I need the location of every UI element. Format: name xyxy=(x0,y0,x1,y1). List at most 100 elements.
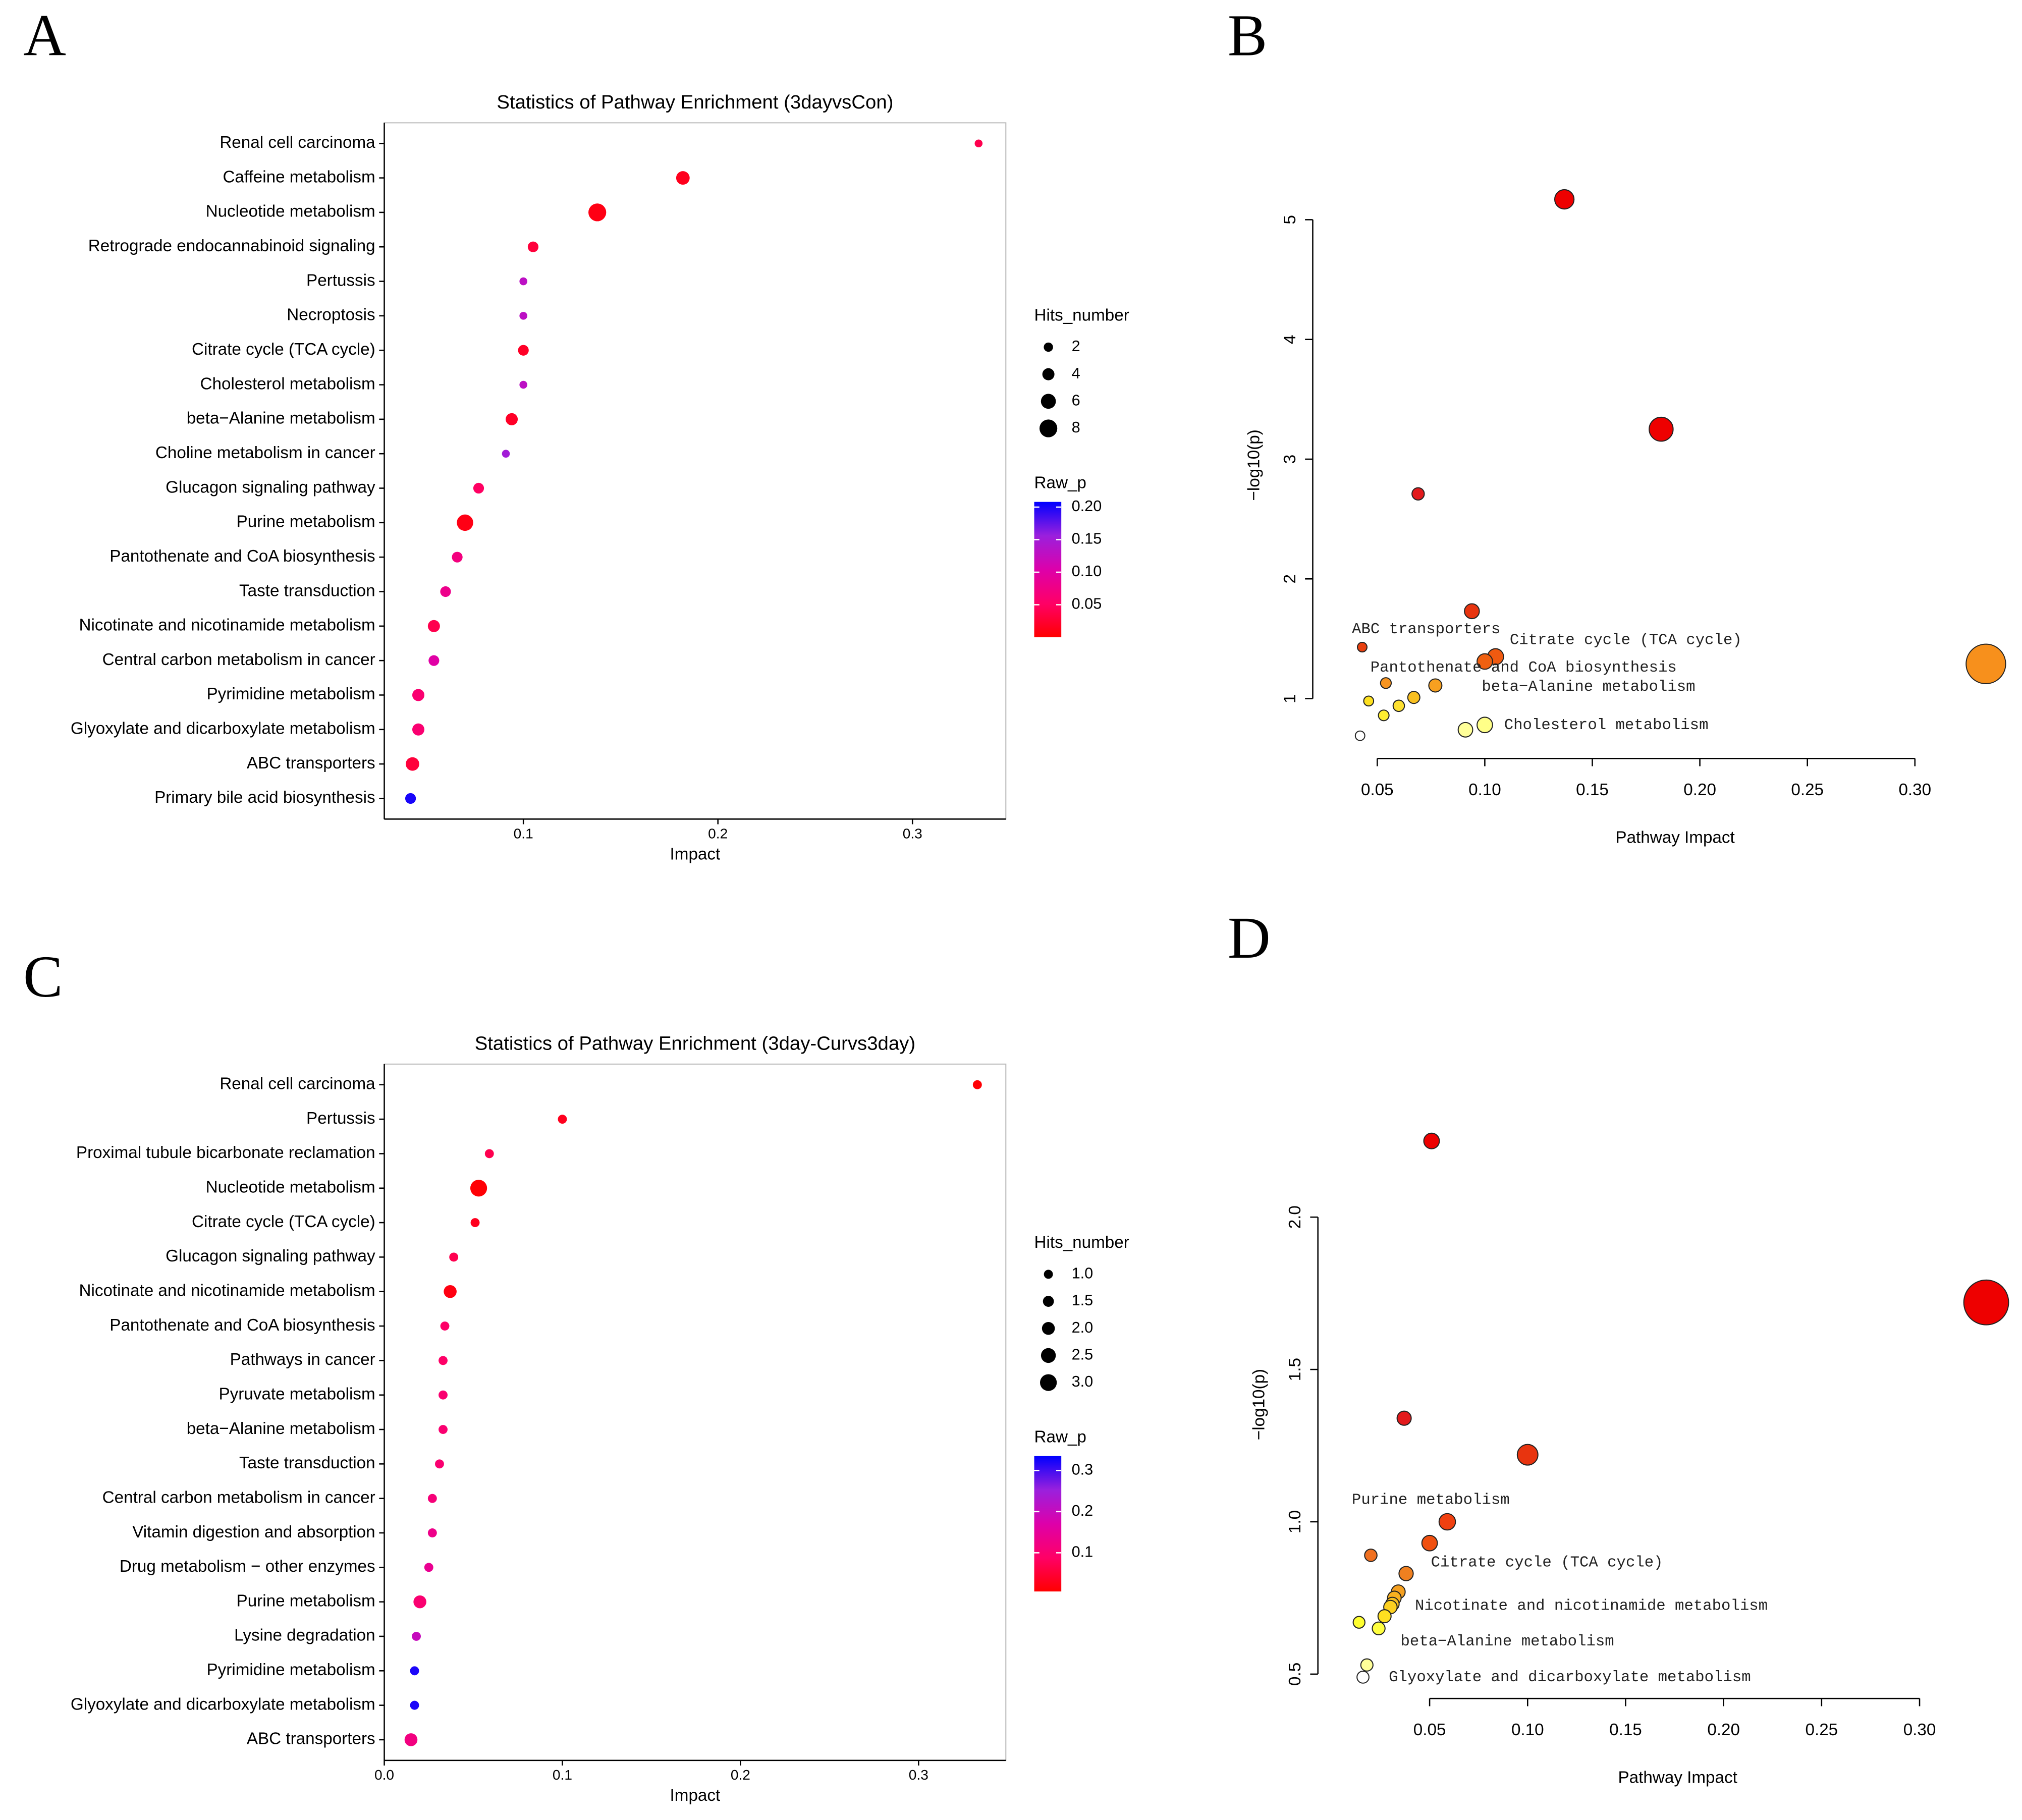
x-axis-label: Pathway Impact xyxy=(1618,1768,1737,1787)
point xyxy=(1464,603,1480,620)
x-tick-label: 0.10 xyxy=(1468,781,1501,799)
point xyxy=(1963,1279,2009,1326)
panel-letter: D xyxy=(1228,905,1271,971)
category-label: Pantothenate and CoA biosynthesis xyxy=(110,547,375,566)
category-label: ABC transporters xyxy=(247,754,375,773)
category-label: Taste transduction xyxy=(239,581,375,600)
category-label: Pyruvate metabolism xyxy=(218,1385,375,1403)
dot xyxy=(449,1252,459,1262)
point-label: ABC transporters xyxy=(1352,621,1500,638)
y-tick-label: 5 xyxy=(1281,215,1299,224)
size-legend-dot xyxy=(1043,1296,1054,1307)
y-tick-label: 0.5 xyxy=(1286,1663,1304,1686)
size-legend-label: 4 xyxy=(1072,365,1080,382)
category-label: ABC transporters xyxy=(247,1730,375,1748)
category-label: Taste transduction xyxy=(239,1454,375,1472)
size-legend-label: 3.0 xyxy=(1072,1373,1094,1390)
category-label: Pyrimidine metabolism xyxy=(207,1661,375,1679)
dot xyxy=(412,1632,421,1641)
category-label: Pathways in cancer xyxy=(230,1350,375,1369)
size-legend-dot xyxy=(1040,1374,1057,1391)
point xyxy=(1554,189,1575,210)
dot xyxy=(440,1321,450,1331)
point-label: Citrate cycle (TCA cycle) xyxy=(1431,1554,1663,1572)
size-legend-dot xyxy=(1044,342,1053,352)
category-label: Glyoxylate and dicarboxylate metabolism xyxy=(71,720,375,738)
point xyxy=(1354,730,1365,741)
size-legend-dot xyxy=(1039,419,1058,437)
size-legend-label: 1.5 xyxy=(1072,1292,1094,1309)
y-axis-label: −log10(p) xyxy=(1249,1369,1268,1440)
point-label: Pantothenate and CoA biosynthesis xyxy=(1371,659,1677,677)
point xyxy=(1360,1658,1374,1672)
point xyxy=(1356,1671,1370,1684)
x-tick-label: 0.15 xyxy=(1576,781,1609,799)
y-tick-label: 3 xyxy=(1281,455,1299,464)
point xyxy=(1965,643,2006,684)
category-label: Necroptosis xyxy=(287,306,375,324)
dot xyxy=(439,1425,448,1434)
point xyxy=(1477,653,1493,670)
point-label: Purine metabolism xyxy=(1352,1492,1510,1509)
point xyxy=(1649,416,1674,442)
colorbar-label: 0.2 xyxy=(1072,1502,1094,1519)
size-legend-title: Hits_number xyxy=(1034,1233,1129,1252)
point xyxy=(1457,722,1473,738)
dot xyxy=(519,312,527,320)
dot xyxy=(424,1563,433,1572)
point xyxy=(1364,1549,1378,1562)
color-legend-title: Raw_p xyxy=(1034,474,1086,492)
size-legend-dot xyxy=(1042,1321,1055,1335)
dot xyxy=(428,655,440,666)
category-label: Pantothenate and CoA biosynthesis xyxy=(110,1316,375,1335)
size-legend-dot xyxy=(1042,368,1055,380)
dot xyxy=(410,1666,419,1676)
size-legend-label: 2.0 xyxy=(1072,1319,1094,1336)
dot xyxy=(410,1700,419,1710)
panel-letter: C xyxy=(23,944,63,1010)
size-legend-label: 2 xyxy=(1072,338,1080,355)
category-label: Pertussis xyxy=(306,1109,375,1128)
chart-title: Statistics of Pathway Enrichment (3day-C… xyxy=(475,1033,915,1055)
dot xyxy=(405,793,416,804)
x-tick-label: 0.20 xyxy=(1707,1721,1740,1739)
category-label: Cholesterol metabolism xyxy=(200,374,375,393)
category-label: Central carbon metabolism in cancer xyxy=(102,650,375,669)
dot xyxy=(588,203,607,222)
point xyxy=(1352,1616,1365,1629)
color-legend-title: Raw_p xyxy=(1034,1428,1086,1447)
category-label: Glucagon signaling pathway xyxy=(166,478,375,497)
size-legend-dot xyxy=(1044,1270,1053,1279)
point xyxy=(1356,642,1368,653)
x-tick-label: 0.05 xyxy=(1361,781,1394,799)
point xyxy=(1372,1621,1386,1636)
colorbar-label: 0.20 xyxy=(1072,498,1102,515)
x-tick-label: 0.1 xyxy=(514,825,533,841)
point xyxy=(1398,1566,1414,1581)
category-label: Renal cell carcinoma xyxy=(220,1075,375,1093)
category-label: Citrate cycle (TCA cycle) xyxy=(192,1212,375,1231)
dot xyxy=(519,380,527,389)
category-label: Renal cell carcinoma xyxy=(220,133,375,152)
dot xyxy=(427,1528,437,1537)
x-tick-label: 0.1 xyxy=(553,1767,572,1783)
x-tick-label: 0.0 xyxy=(374,1767,394,1783)
category-label: Primary bile acid biosynthesis xyxy=(154,788,375,807)
dot xyxy=(404,1733,418,1746)
x-tick-label: 0.25 xyxy=(1791,781,1824,799)
category-label: Nicotinate and nicotinamide metabolism xyxy=(79,616,375,635)
category-label: Retrograde endocannabinoid signaling xyxy=(88,237,375,255)
point xyxy=(1438,1513,1456,1531)
dot xyxy=(440,586,451,597)
point xyxy=(1378,709,1390,722)
category-label: beta−Alanine metabolism xyxy=(187,409,375,428)
point-label: Citrate cycle (TCA cycle) xyxy=(1510,631,1742,649)
size-legend-label: 1.0 xyxy=(1072,1265,1094,1282)
x-tick-label: 0.05 xyxy=(1413,1721,1446,1739)
y-tick-label: 2 xyxy=(1281,574,1299,583)
dot xyxy=(470,1180,487,1197)
dot xyxy=(502,450,510,458)
dot xyxy=(470,1218,480,1228)
point xyxy=(1516,1444,1539,1466)
